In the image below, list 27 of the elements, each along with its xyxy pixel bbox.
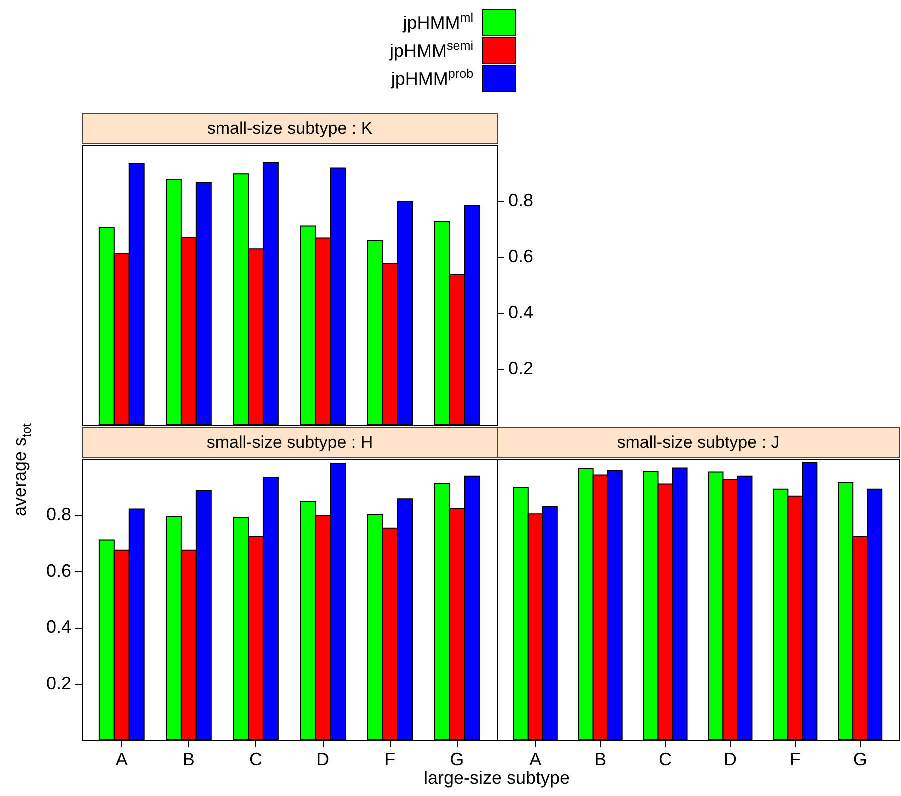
y-tick-label: 0.8	[508, 190, 534, 210]
legend-label: jpHMM$^{semi}$	[390, 38, 474, 62]
y-tick-label: 0.2	[508, 358, 534, 378]
legend-label: jpHMM$^{prob}$	[391, 66, 474, 90]
x-tick-label: D	[724, 750, 737, 770]
y-tick-label: 0.4	[46, 617, 72, 638]
chart-title: small-size subtype : J	[497, 427, 900, 458]
x-tick-label: B	[594, 750, 607, 770]
y-tick-label: 0.4	[508, 302, 534, 322]
y-tick-label: 0.2	[46, 673, 72, 694]
x-tick-label: F	[384, 750, 396, 770]
legend-label: jpHMM$^{ml}$	[403, 10, 474, 34]
x-tick-label: A	[116, 750, 128, 770]
x-tick-label: A	[530, 750, 542, 770]
x-axis-title: large-size subtype	[422, 768, 572, 789]
x-tick-label: G	[853, 750, 868, 770]
chart-title: small-size subtype : H	[82, 427, 498, 458]
x-tick-label: F	[790, 750, 801, 770]
y-tick-label: 0.8	[46, 504, 72, 525]
y-tick-label: 0.6	[508, 246, 534, 266]
x-tick-label: C	[249, 750, 262, 770]
x-tick-label: G	[450, 750, 464, 770]
chart-title: small-size subtype : K	[82, 113, 498, 144]
x-tick-label: B	[182, 750, 195, 770]
y-tick-label: 0.6	[46, 560, 72, 581]
x-tick-label: C	[659, 750, 672, 770]
x-tick-label: D	[316, 750, 330, 770]
